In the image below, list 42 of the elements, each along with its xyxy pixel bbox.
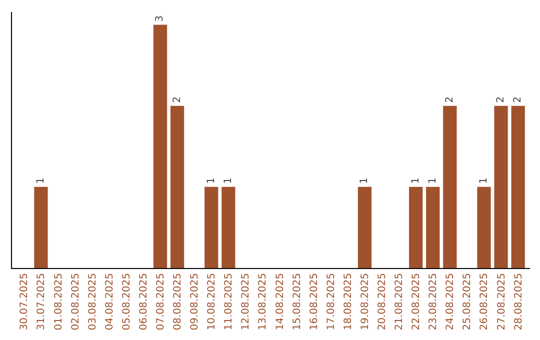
data-label: 2 [172,96,183,103]
x-tick-label: 03.08.2025 [87,273,98,330]
x-tick-label: 08.08.2025 [172,273,184,330]
x-tick-label: 15.08.2025 [292,273,303,330]
data-label: 2 [512,96,524,103]
x-tick-label: 31.07.2025 [36,273,48,330]
x-tick-label: 21.08.2025 [394,273,406,330]
x-tick-label: 18.08.2025 [342,273,354,330]
data-label: 3 [154,15,166,22]
x-tick-label: 24.08.2025 [445,273,456,330]
x-tick-label: 23.08.2025 [428,273,440,330]
x-tick-label: 09.08.2025 [190,273,201,330]
x-tick-label: 04.08.2025 [104,273,116,330]
data-label: 1 [359,178,370,184]
x-tick-label: 05.08.2025 [121,273,132,330]
x-tick-label: 19.08.2025 [360,273,371,330]
x-tick-label: 10.08.2025 [206,273,218,330]
x-tick-label: 27.08.2025 [496,273,508,330]
x-tick-label: 20.08.2025 [377,273,388,330]
data-label: 2 [444,96,456,103]
x-tick-label: 14.08.2025 [274,273,286,330]
x-tick-label: 17.08.2025 [326,273,337,330]
data-label: 1 [427,178,438,184]
x-tick-label: 26.08.2025 [479,273,490,330]
data-label: 2 [496,96,507,103]
x-tick-label: 01.08.2025 [53,273,64,330]
x-tick-label: 30.07.2025 [19,273,30,330]
x-tick-label: 13.08.2025 [258,273,269,330]
x-tick-label: 28.08.2025 [513,273,524,330]
data-label: 1 [35,178,46,184]
x-tick-label: 16.08.2025 [308,273,320,330]
data-label: 1 [222,178,234,184]
x-tick-label: 07.08.2025 [155,273,166,330]
x-tick-label: 25.08.2025 [462,273,474,330]
x-tick-label: 22.08.2025 [411,273,422,330]
data-label: 1 [410,178,422,184]
data-label: 1 [206,178,217,184]
x-tick-label: 11.08.2025 [224,273,235,330]
x-tick-label: 12.08.2025 [240,273,252,330]
data-label: 1 [478,178,490,184]
x-tick-label: 06.08.2025 [138,273,150,330]
x-tick-label: 02.08.2025 [70,273,82,330]
